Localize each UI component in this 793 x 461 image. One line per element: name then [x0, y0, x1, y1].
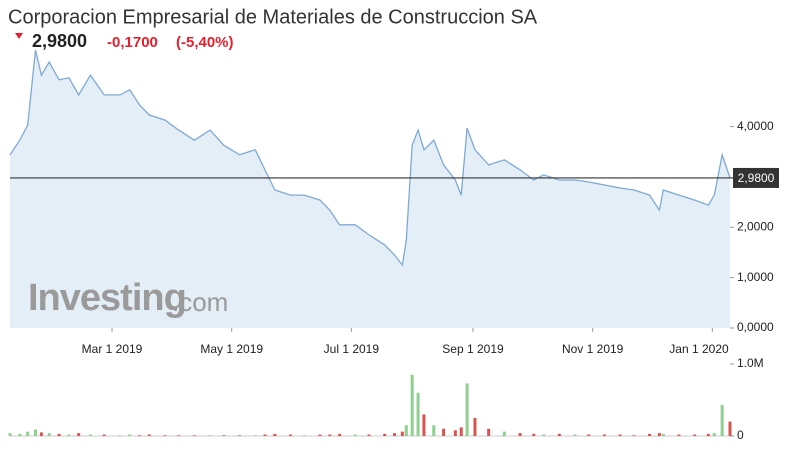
volume-bar [465, 383, 469, 436]
volume-bar [383, 433, 387, 436]
volume-bar [393, 433, 397, 436]
volume-bar [163, 435, 167, 436]
volume-bar [720, 405, 724, 436]
volume-bar [26, 431, 30, 436]
price-line [9, 49, 731, 267]
volume-bar [661, 433, 665, 436]
current-price-badge [733, 167, 779, 188]
volume-bar [88, 434, 92, 436]
watermark-brand: Investing [28, 277, 186, 319]
volume-bar [587, 434, 591, 436]
volume-bar [532, 433, 536, 436]
chart-title: Corporacion Empresarial de Materiales de… [8, 6, 538, 28]
volume-bar [693, 434, 697, 436]
down-arrow-icon [15, 33, 23, 39]
volume-bar [18, 433, 22, 436]
volume-bar [177, 435, 181, 436]
volume-bar [328, 434, 332, 436]
volume-bar [367, 434, 371, 436]
volume-bar [263, 434, 267, 436]
volume-bar [77, 433, 81, 436]
price-change-percent: (-5,40%) [176, 34, 234, 51]
volume-bar [273, 433, 277, 436]
volume-bar [57, 433, 61, 436]
volume-bar [318, 434, 322, 436]
volume-bar [459, 427, 463, 436]
volume-bar [47, 433, 51, 436]
price-area [10, 50, 730, 328]
volume-bar [442, 428, 446, 436]
volume-bar [632, 435, 636, 436]
volume-bar [657, 433, 661, 436]
plot-layer: 0,0000 1,0000 2,0000 4,0000 Mar 1 2019 May 1 … [8, 49, 779, 442]
volume-bar [39, 432, 43, 436]
volume-bar [338, 433, 342, 436]
x-tick-label: Jul 1 2019 [324, 342, 380, 356]
volume-y-tick-label: 1.0M [737, 356, 764, 370]
volume-bar [432, 425, 436, 436]
volume-bar [353, 434, 357, 436]
volume-bar [728, 421, 732, 436]
x-tick-label: Sep 1 2019 [442, 342, 504, 356]
last-price: 2,9800 [32, 31, 87, 51]
price-change: -0,1700 [107, 34, 158, 51]
y-tick-label: 1,0000 [737, 270, 774, 284]
volume-bar [400, 431, 404, 436]
current-price-label: 2,9800 [738, 171, 775, 185]
volume-bar [677, 434, 681, 436]
volume-bar [238, 435, 242, 436]
volume-bar [128, 434, 132, 436]
x-tick-label: Mar 1 2019 [82, 342, 143, 356]
volume-bar [422, 414, 426, 436]
y-tick-label: 4,0000 [737, 119, 774, 133]
x-tick-label: Jan 1 2020 [669, 342, 729, 356]
volume-bar [602, 434, 606, 436]
y-tick-label: 2,0000 [737, 219, 774, 233]
volume-bar [102, 434, 106, 436]
volume-bar [289, 434, 293, 436]
volume-bar [416, 392, 420, 436]
x-tick-label: Nov 1 2019 [562, 342, 624, 356]
volume-bar [222, 435, 226, 436]
volume-bar [67, 434, 71, 436]
volume-bar [137, 435, 141, 436]
volume-bar [557, 433, 561, 436]
volume-bar [542, 434, 546, 436]
volume-bar [208, 435, 212, 436]
volume-bar [453, 430, 457, 436]
volume-bar [192, 435, 196, 436]
volume-bar [34, 429, 38, 436]
watermark-suffix: .com [172, 287, 228, 317]
volume-bar [618, 434, 622, 436]
volume-bar [487, 428, 491, 436]
volume-bar [518, 433, 522, 436]
volume-bar [648, 433, 652, 436]
x-tick-label: May 1 2019 [200, 342, 263, 356]
volume-bar [502, 431, 506, 436]
volume-bar [404, 425, 408, 436]
volume-bar [253, 435, 257, 436]
volume-bar [473, 418, 477, 436]
volume-bar [410, 374, 414, 436]
volume-bar [8, 433, 12, 436]
volume-bar [706, 433, 710, 436]
volume-bar [712, 433, 716, 436]
volume-y-tick-label: 0 [737, 428, 744, 442]
volume-bar [302, 435, 306, 436]
y-tick-label: 0,0000 [737, 320, 774, 334]
volume-bar [147, 434, 151, 436]
volume-bar [573, 434, 577, 436]
volume-bar [118, 435, 122, 436]
